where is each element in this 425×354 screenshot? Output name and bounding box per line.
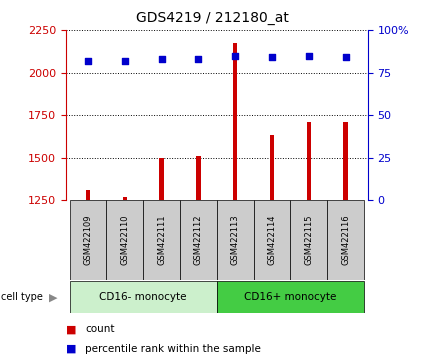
Text: GSM422111: GSM422111	[157, 215, 166, 265]
Text: ■: ■	[66, 344, 76, 354]
Text: GSM422109: GSM422109	[83, 215, 93, 265]
Text: cell type: cell type	[1, 292, 43, 302]
Point	[85, 58, 91, 63]
Bar	[327, 200, 364, 280]
Point	[195, 56, 202, 62]
Point	[158, 56, 165, 62]
Text: GSM422112: GSM422112	[194, 215, 203, 265]
Bar	[180, 200, 217, 280]
Text: GSM422116: GSM422116	[341, 215, 350, 265]
Text: GSM422113: GSM422113	[231, 215, 240, 265]
Bar	[159, 158, 164, 200]
Text: ▶: ▶	[49, 292, 57, 302]
Bar	[106, 200, 143, 280]
Text: GDS4219 / 212180_at: GDS4219 / 212180_at	[136, 11, 289, 25]
Point	[342, 55, 349, 60]
Point	[122, 58, 128, 63]
Bar	[343, 122, 348, 200]
Bar	[233, 43, 237, 200]
Text: GSM422114: GSM422114	[267, 215, 276, 265]
Bar	[196, 156, 201, 200]
Bar	[122, 196, 127, 200]
Bar	[254, 200, 290, 280]
Point	[305, 53, 312, 58]
Text: count: count	[85, 324, 114, 334]
Point	[269, 55, 275, 60]
Text: GSM422115: GSM422115	[304, 215, 313, 265]
Bar	[143, 200, 180, 280]
Bar	[306, 122, 311, 200]
Point	[232, 53, 238, 58]
Text: CD16+ monocyte: CD16+ monocyte	[244, 292, 337, 302]
Bar	[290, 200, 327, 280]
Bar	[70, 281, 217, 313]
Text: CD16- monocyte: CD16- monocyte	[99, 292, 187, 302]
Text: percentile rank within the sample: percentile rank within the sample	[85, 344, 261, 354]
Text: GSM422110: GSM422110	[120, 215, 129, 265]
Bar	[217, 200, 254, 280]
Bar	[86, 190, 90, 200]
Text: ■: ■	[66, 324, 76, 334]
Bar	[217, 281, 364, 313]
Bar	[270, 136, 274, 200]
Bar	[70, 200, 106, 280]
